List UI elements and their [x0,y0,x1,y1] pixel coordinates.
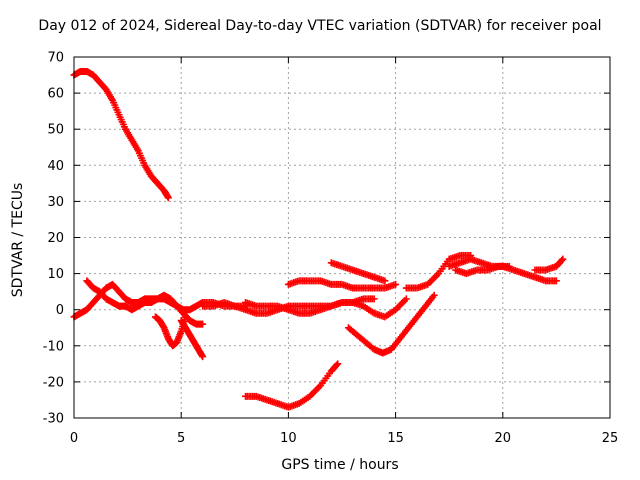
data-point [334,360,342,368]
y-tick-label: 60 [47,87,64,102]
data-point [505,262,513,270]
data-point [333,361,341,369]
x-tick-label: 10 [280,431,297,446]
data-point [199,320,207,328]
data-point [181,313,189,321]
y-tick-label: 40 [47,159,64,174]
plot-frame [73,56,611,419]
data-point [402,295,410,303]
data-series [242,295,378,317]
data-series [151,313,189,350]
data-series [284,277,400,292]
data-series [531,255,567,274]
y-tick-label: -10 [43,339,64,354]
data-series [242,360,342,411]
x-tick-label: 25 [602,431,619,446]
data-series [344,291,438,357]
y-tick-label: 30 [47,195,64,210]
data-series [327,259,389,285]
y-tick-label: -30 [43,412,64,427]
data-points [70,67,567,411]
data-point [381,277,389,285]
y-tick-label: 20 [47,231,64,246]
axis-ticks: -30 -20 -10 0 10 20 30 40 50 60 70 0 5 10 15 20 25 [43,51,619,447]
x-tick-label: 15 [387,431,404,446]
y-tick-label: 70 [47,51,64,66]
grid-lines [74,57,610,418]
data-point [164,194,172,202]
x-tick-label: 0 [70,431,78,446]
data-point [430,291,438,299]
data-point [552,277,560,285]
y-tick-label: -20 [43,375,64,390]
data-point [199,353,207,361]
y-tick-label: 50 [47,123,64,138]
data-series [452,262,513,278]
x-axis-label: GPS time / hours [281,457,399,473]
data-point [370,295,378,303]
data-series [70,67,172,202]
x-tick-label: 5 [177,431,185,446]
x-tick-label: 20 [495,431,512,446]
data-point [392,280,400,288]
y-tick-label: 10 [47,267,64,282]
data-point [559,255,567,263]
data-series [177,317,207,361]
chart-title: Day 012 of 2024, Sidereal Day-to-day VTE… [38,18,602,34]
y-tick-label: 0 [56,303,64,318]
data-point [558,256,566,264]
